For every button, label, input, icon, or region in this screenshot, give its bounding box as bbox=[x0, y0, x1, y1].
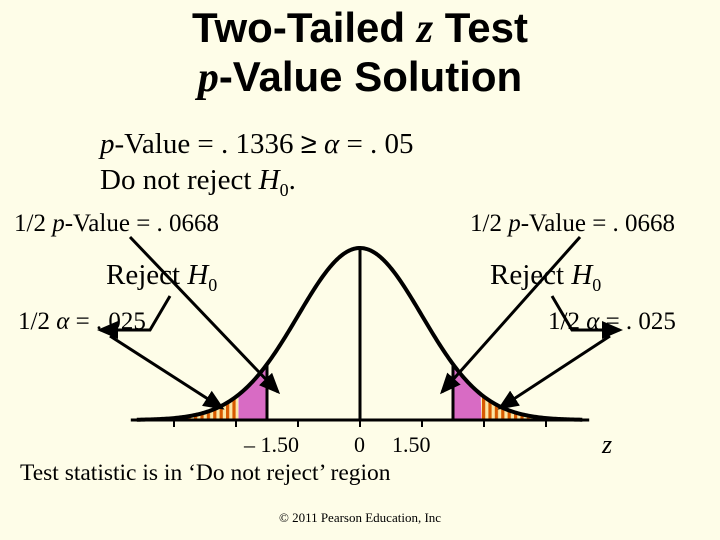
tick-zero: 0 bbox=[354, 432, 365, 458]
label-half-pvalue-right: 1/2 p-Value = . 0668 bbox=[470, 210, 675, 238]
normal-distribution-chart bbox=[98, 240, 622, 460]
slide-title: Two-Tailed z Test p-Value Solution bbox=[0, 4, 720, 102]
tick-pos: 1.50 bbox=[392, 432, 431, 458]
label-half-pvalue-left: 1/2 p-Value = . 0668 bbox=[14, 210, 219, 238]
tick-neg: – 1.50 bbox=[244, 432, 299, 458]
region-statement: Test statistic is in ‘Do not reject’ reg… bbox=[20, 460, 391, 487]
decision-statement: p-Value = . 1336 ≥ α = . 05 Do not rejec… bbox=[100, 126, 414, 202]
copyright: © 2011 Pearson Education, Inc bbox=[0, 510, 720, 526]
z-axis-label: z bbox=[602, 430, 612, 460]
